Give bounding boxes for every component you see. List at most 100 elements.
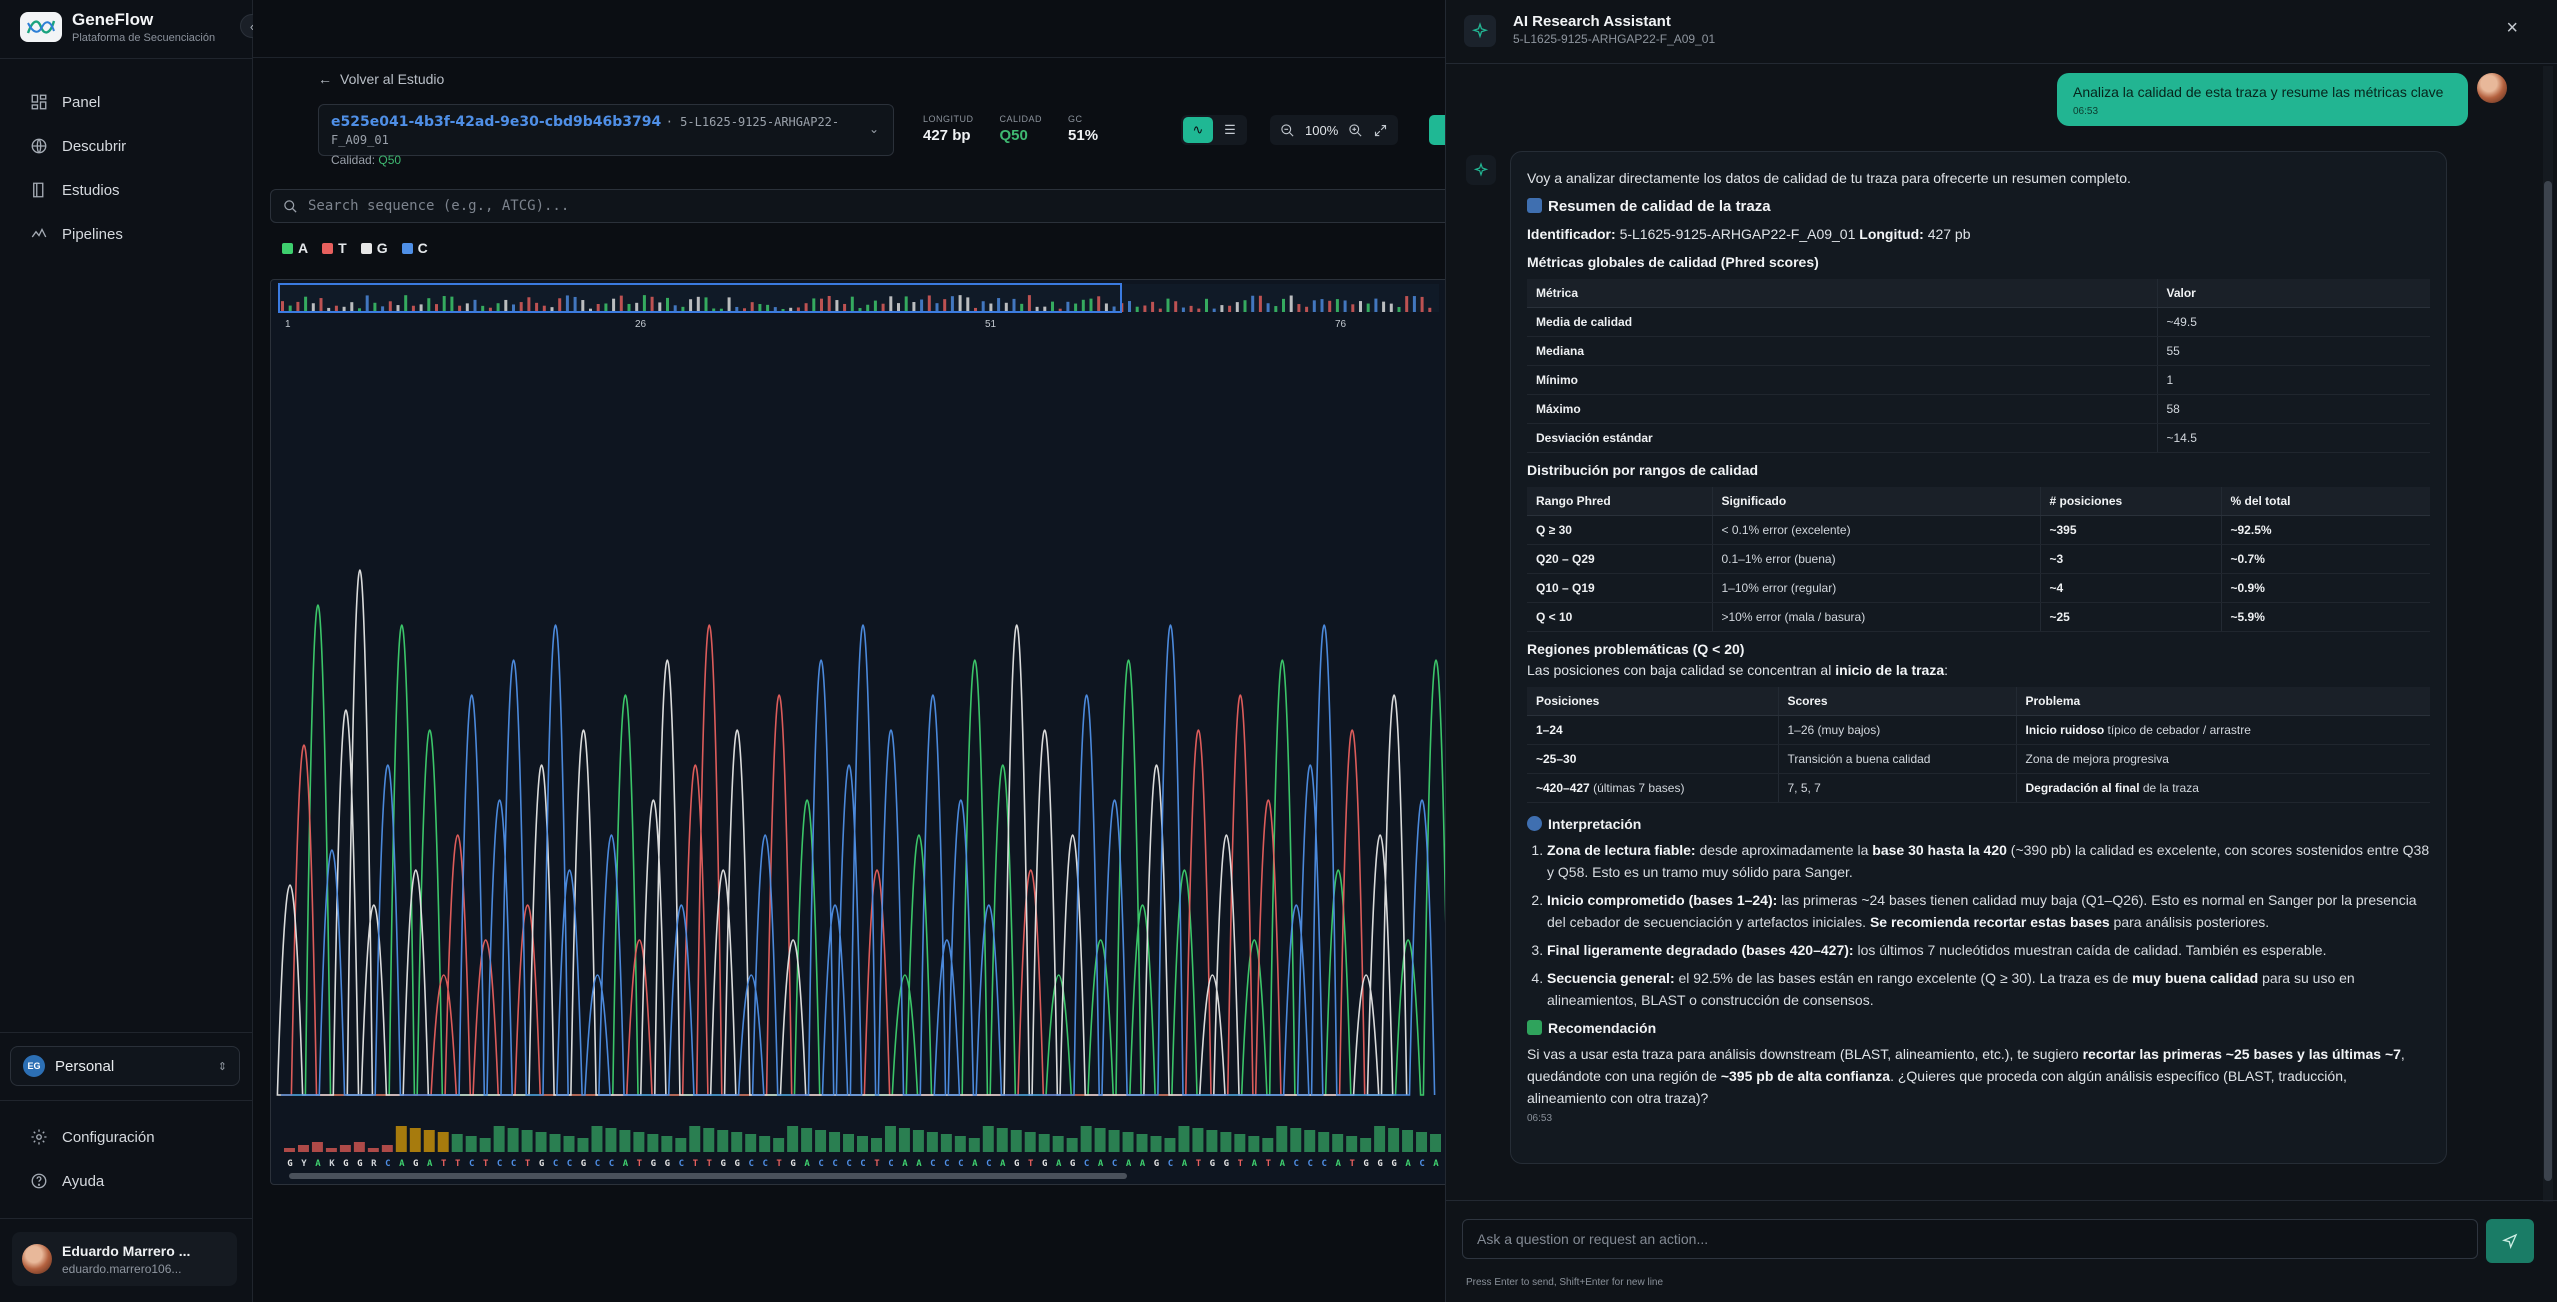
table-cell: 1 xyxy=(2156,365,2430,395)
overview-bar xyxy=(1058,308,1062,312)
chromatogram-view-button[interactable]: ∿ xyxy=(1183,117,1213,143)
base-call: G xyxy=(735,1159,740,1169)
base-call: C xyxy=(958,1159,963,1169)
globe-icon xyxy=(31,138,47,154)
scroll-thumb[interactable] xyxy=(2544,181,2552,1181)
overview-bar xyxy=(1258,295,1262,312)
legend-a[interactable]: A xyxy=(282,240,308,256)
brand[interactable]: GeneFlow Plataforma de Secuenciación xyxy=(20,10,215,44)
table-cell: Zona de mejora progresiva xyxy=(2015,744,2430,774)
base-call: G xyxy=(721,1159,726,1169)
legend-t[interactable]: T xyxy=(322,240,347,256)
base-call: T xyxy=(707,1159,713,1169)
overview-bar xyxy=(1312,300,1316,312)
back-to-study-link[interactable]: ← Volver al Estudio xyxy=(318,71,444,87)
table-cell: Media de calidad xyxy=(1527,307,2157,337)
overview-bar xyxy=(373,302,377,312)
quality-bar xyxy=(1388,1128,1400,1152)
overview-bar xyxy=(681,306,685,312)
base-call: C xyxy=(595,1159,600,1169)
text: desde aproximadamente la xyxy=(1695,842,1873,858)
zoom-out-icon[interactable] xyxy=(1280,123,1295,138)
overview-bar xyxy=(1027,295,1031,312)
send-button[interactable] xyxy=(2486,1219,2534,1263)
overview-bar xyxy=(796,307,800,312)
quality-bar xyxy=(1206,1130,1218,1152)
quality-bar xyxy=(996,1128,1008,1152)
trace-selector[interactable]: e525e041-4b3f-42ad-9e30-cbd9b46b3794 · 5… xyxy=(318,104,894,167)
base-call: G xyxy=(1391,1159,1396,1169)
overview-bar xyxy=(488,307,492,312)
overview-bar xyxy=(1366,303,1370,312)
sidebar-item-estudios[interactable]: Estudios xyxy=(20,168,235,212)
overview-bar xyxy=(1066,301,1070,312)
chat-scrollbar[interactable] xyxy=(2543,66,2553,1202)
base-call: T xyxy=(441,1159,447,1169)
topbar xyxy=(253,0,1445,58)
back-label: Volver al Estudio xyxy=(340,71,445,87)
legend-c[interactable]: C xyxy=(401,240,428,256)
action-button[interactable] xyxy=(1429,115,1445,145)
overview-bar xyxy=(319,298,323,312)
zoom-in-icon[interactable] xyxy=(1348,123,1363,138)
base-call: C xyxy=(832,1159,837,1169)
base-call: C xyxy=(1419,1159,1424,1169)
quality-bar xyxy=(1332,1134,1344,1152)
chat-messages: Analiza la calidad de esta traza y resum… xyxy=(1446,64,2557,1204)
overview-bar xyxy=(850,296,854,312)
base-call: G xyxy=(287,1159,292,1169)
column-header: Posiciones xyxy=(1527,687,1778,716)
column-header: # posiciones xyxy=(2039,487,2221,516)
overview-bar xyxy=(450,296,454,312)
table-cell: 1–24 xyxy=(1527,715,1778,745)
overview-bar xyxy=(1397,307,1401,312)
sidebar-item-configuracion[interactable]: Configuración xyxy=(20,1115,235,1159)
magnifier-icon xyxy=(1527,816,1542,831)
legend-label: C xyxy=(417,240,428,256)
text-bold: Degradación al final xyxy=(2025,781,2140,795)
sidebar: GeneFlow Plataforma de Secuenciación ‹ P… xyxy=(0,0,264,1302)
list-view-button[interactable]: ☰ xyxy=(1215,117,1245,143)
quality-bar xyxy=(1402,1130,1414,1152)
chromatogram-viewer[interactable]: 1 26 51 76 G Y A K G G R C A G A T T C T C C T G C C G C C A T G G C T T G G… xyxy=(270,279,1445,1185)
legend-g[interactable]: G xyxy=(360,240,388,256)
sequence-search-input[interactable]: Search sequence (e.g., ATCG)... xyxy=(270,189,1445,223)
overview-window[interactable] xyxy=(278,283,1122,313)
user-menu[interactable]: Eduardo Marrero ... eduardo.marrero106..… xyxy=(12,1232,237,1286)
text: : xyxy=(1944,662,1949,678)
overview-bar xyxy=(1266,303,1270,312)
workspace-selector[interactable]: EG Personal ⇕ xyxy=(10,1046,240,1086)
base-call: C xyxy=(497,1159,502,1169)
text-bold: 1–24 xyxy=(1536,723,1563,737)
text: (últimas 7 bases) xyxy=(1589,781,1685,795)
close-icon[interactable]: × xyxy=(2506,17,2518,39)
horizontal-scrollbar[interactable] xyxy=(289,1173,1127,1179)
overview-bar xyxy=(750,302,754,312)
sidebar-item-pipelines[interactable]: Pipelines xyxy=(20,212,235,256)
base-call: T xyxy=(874,1159,880,1169)
overview-bar xyxy=(997,298,1001,312)
table-cell: Degradación al final de la traza xyxy=(2015,773,2430,803)
sidebar-item-panel[interactable]: Panel xyxy=(20,80,235,124)
column-header: Métrica xyxy=(1527,279,2157,308)
zoom-level: 100% xyxy=(1305,122,1339,138)
geneflow-logo-icon xyxy=(20,12,62,42)
sidebar-item-descubrir[interactable]: Descubrir xyxy=(20,124,235,168)
overview-bar xyxy=(565,295,569,312)
stat-value: Q50 xyxy=(999,127,1028,144)
sidebar-item-ayuda[interactable]: Ayuda xyxy=(20,1159,235,1203)
overview-bar xyxy=(396,305,400,312)
quality-bar xyxy=(367,1148,379,1152)
text: para su uso en alineamientos, BLAST o co… xyxy=(1547,970,2355,1008)
table-cell: 58 xyxy=(2156,394,2430,424)
regions-heading: Regiones problemáticas (Q < 20) xyxy=(1527,641,1745,657)
overview-bar xyxy=(1274,306,1278,312)
regions-table: Posiciones Scores Problema 1–24 1–26 (muy… xyxy=(1527,687,2430,803)
overview-bar xyxy=(1151,301,1155,312)
base-call: Y xyxy=(301,1159,307,1169)
chat-input[interactable]: Ask a question or request an action... xyxy=(1462,1219,2478,1259)
overview-bar xyxy=(1351,304,1355,312)
overview-bar xyxy=(1020,303,1024,312)
swatch-g xyxy=(360,242,372,254)
expand-icon[interactable] xyxy=(1373,123,1388,138)
